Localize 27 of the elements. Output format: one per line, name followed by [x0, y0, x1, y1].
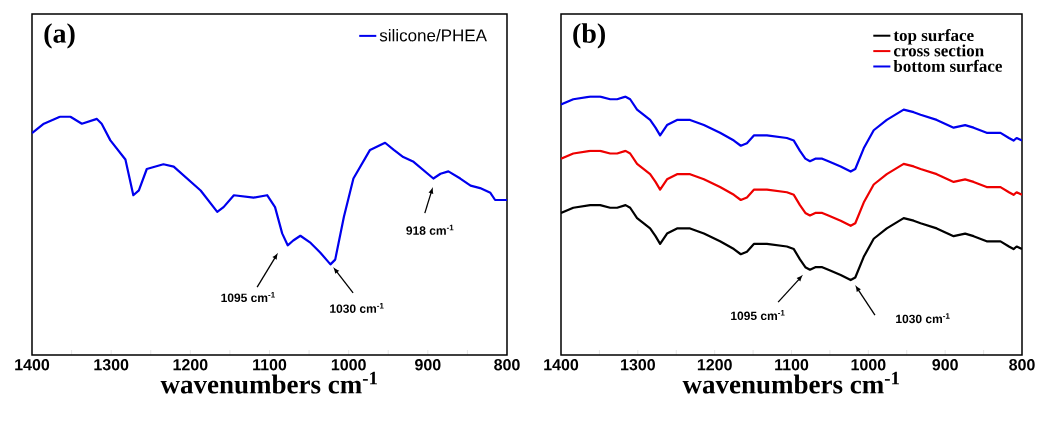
x-tick-label: 900 [415, 359, 441, 371]
x-tick-label: 1100 [775, 359, 809, 371]
x-axis-title: wavenumbers cm$^{-1}$ [160, 371, 377, 394]
x-tick-label: 1400 [544, 359, 579, 371]
x-tick-label: 1300 [621, 359, 655, 371]
chart-title: (b) [573, 23, 605, 49]
x-tick-label: 1100 [253, 359, 287, 371]
x-tick-label: 1000 [331, 359, 366, 371]
annotation: 1095 cm$^{-1}$ [731, 310, 785, 321]
annotation: 1095 cm$^{-1}$ [221, 292, 275, 303]
x-tick-label: 800 [494, 359, 520, 371]
x-tick-label: 800 [1009, 359, 1035, 371]
x-axis-title: wavenumbers cm$^{-1}$ [682, 371, 899, 394]
x-tick-label: 1400 [15, 359, 50, 371]
x-tick-label: 1200 [173, 359, 208, 371]
annotation: 1030 cm$^{-1}$ [896, 313, 950, 324]
annotation: 918 cm$^{-1}$ [406, 224, 454, 235]
legend-label: bottom surface [893, 59, 1002, 72]
x-tick-label: 1200 [697, 359, 732, 371]
legend-label: cross section [893, 44, 984, 57]
annotation: 1030 cm$^{-1}$ [330, 302, 384, 313]
chart-title: (a) [44, 23, 75, 49]
legend-label: top surface [893, 28, 974, 45]
legend-label: silicone/PHEA [379, 28, 487, 42]
x-tick-label: 1000 [851, 359, 886, 371]
x-tick-label: 900 [932, 359, 958, 371]
x-tick-label: 1300 [94, 359, 129, 371]
